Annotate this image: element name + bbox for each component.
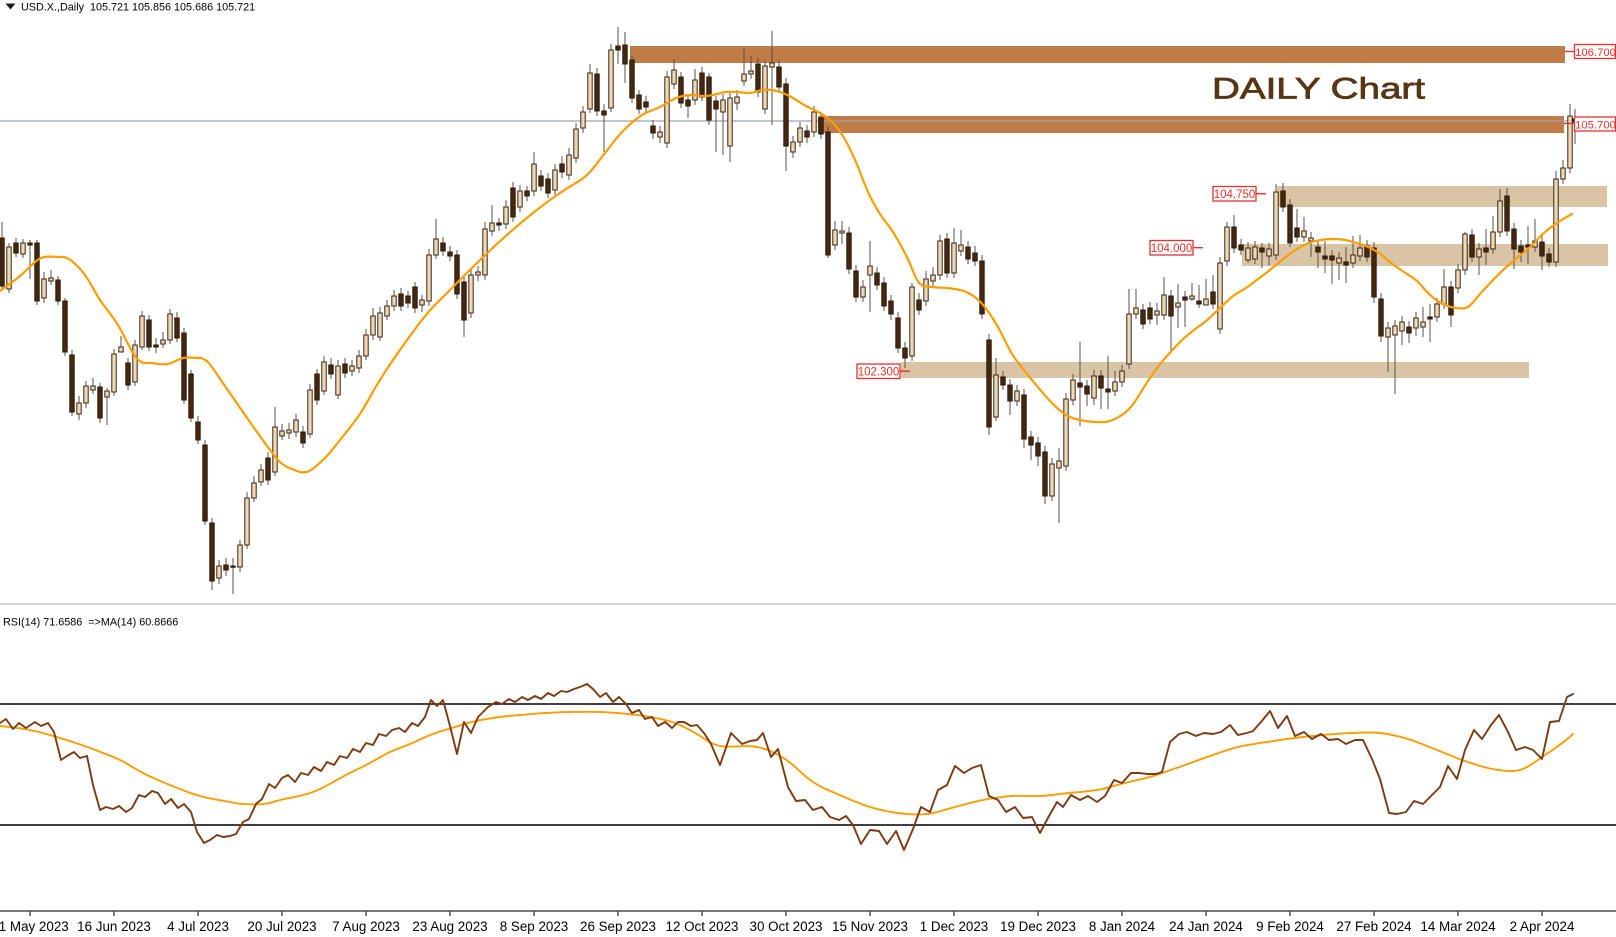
svg-text:16 Jun 2023: 16 Jun 2023: [77, 919, 151, 934]
svg-text:14 Mar 2024: 14 Mar 2024: [1420, 919, 1496, 934]
svg-text:1 Dec 2023: 1 Dec 2023: [920, 919, 989, 934]
svg-text:RSI(14) 71.6586 =>MA(14) 60.8: RSI(14) 71.6586 =>MA(14) 60.8666: [3, 617, 178, 629]
svg-text:104.000: 104.000: [1151, 243, 1193, 255]
svg-text:9 Feb 2024: 9 Feb 2024: [1256, 919, 1324, 934]
svg-text:104.750: 104.750: [1214, 189, 1256, 201]
svg-text:24 Jan 2024: 24 Jan 2024: [1169, 919, 1243, 934]
svg-text:DAILY Chart: DAILY Chart: [1212, 73, 1426, 106]
svg-text:4 Jul 2023: 4 Jul 2023: [167, 919, 229, 934]
svg-text:7 Aug 2023: 7 Aug 2023: [332, 919, 400, 934]
svg-text:12 Oct 2023: 12 Oct 2023: [666, 919, 739, 934]
svg-text:26 Sep 2023: 26 Sep 2023: [580, 919, 656, 934]
svg-text:20 Jul 2023: 20 Jul 2023: [247, 919, 316, 934]
svg-text:102.300: 102.300: [858, 367, 900, 379]
svg-text:30 Oct 2023: 30 Oct 2023: [750, 919, 823, 934]
svg-text:23 Aug 2023: 23 Aug 2023: [412, 919, 487, 934]
svg-text:8 Jan 2024: 8 Jan 2024: [1089, 919, 1156, 934]
svg-text:27 Feb 2024: 27 Feb 2024: [1336, 919, 1412, 934]
svg-text:105.700: 105.700: [1575, 119, 1616, 131]
svg-text:19 Dec 2023: 19 Dec 2023: [1000, 919, 1076, 934]
svg-text:USD.X.,Daily 105.721 105.856: USD.X.,Daily 105.721 105.856 105.686 105…: [21, 1, 255, 13]
svg-text:15 Nov 2023: 15 Nov 2023: [832, 919, 908, 934]
svg-text:2 Apr 2024: 2 Apr 2024: [1510, 919, 1575, 934]
svg-text:106.700: 106.700: [1575, 47, 1616, 59]
svg-text:31 May 2023: 31 May 2023: [0, 919, 69, 934]
svg-text:8 Sep 2023: 8 Sep 2023: [500, 919, 569, 934]
